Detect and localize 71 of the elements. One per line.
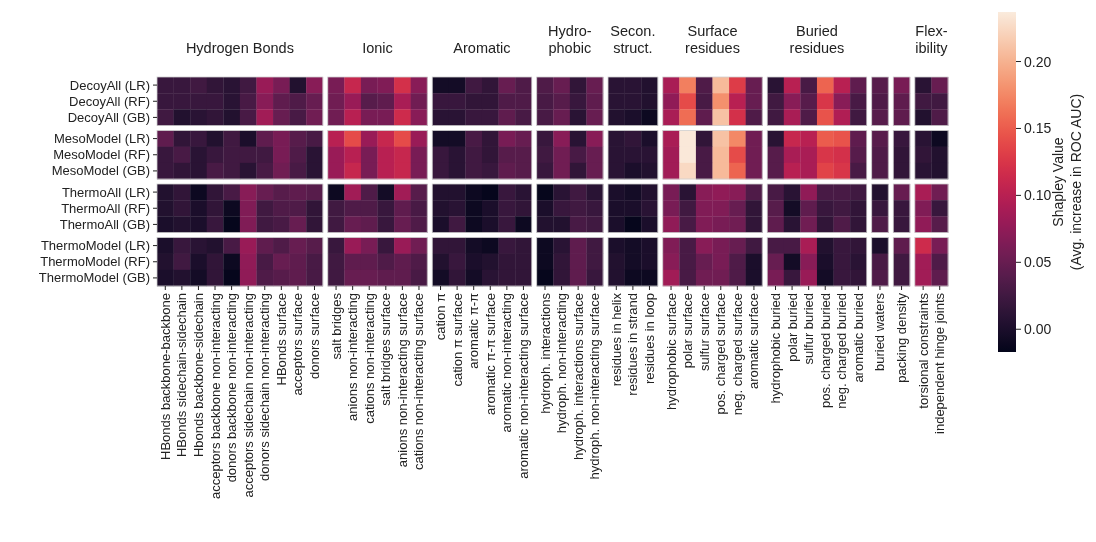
x-tick-label: independent hinge joints — [932, 292, 948, 434]
color-bar-label: 0.15 — [1024, 120, 1052, 137]
x-tick-label: hydroph. interactions — [537, 292, 553, 414]
text: Surface residues — [685, 23, 740, 56]
x-tick-label: aromatic surface — [746, 293, 762, 390]
x-tick-label: sulfur surface — [696, 293, 712, 372]
color-bar-label: 0.05 — [1024, 254, 1052, 271]
text: Aromatic — [453, 40, 511, 56]
text: Buried residues — [789, 23, 845, 56]
y-tick-label: MesoModel (RF) — [53, 147, 150, 163]
x-tick-label: hydroph. non-interacting — [554, 293, 570, 434]
x-tick-label: sulfur buried — [801, 293, 817, 365]
text: Hydrogen Bonds — [185, 40, 294, 56]
x-tick-label: pos. charged buried — [817, 293, 833, 408]
x-tick-label: residues in strand — [625, 293, 641, 396]
x-tick-label: packing density — [894, 292, 910, 383]
x-tick-label: cation π — [433, 292, 449, 341]
text: Secon. struct. — [610, 23, 656, 56]
x-tick-label: anions non-interacting surface — [394, 293, 410, 468]
y-tick-label: ThermoAll (RF) — [61, 200, 150, 216]
x-tick-label: aromatic π-π surface — [482, 293, 498, 415]
x-tick-label: residues in loop — [641, 293, 657, 385]
y-tick-label: DecoyAll (GB) — [67, 109, 150, 125]
x-tick-label: anions non-interacting — [345, 293, 361, 421]
x-tick-label: hydroph. non-interacting surface — [587, 293, 603, 480]
color-bar-label: 0.10 — [1024, 187, 1052, 204]
x-tick-label: hydroph. interactions surface — [570, 293, 586, 460]
x-tick-label: donors sidechain non-interacting — [257, 293, 273, 481]
y-tick-label: ThermoAll (GB) — [59, 216, 150, 232]
text: Flex- ibility — [915, 23, 949, 56]
y-tick-label: MesoModel (LR) — [53, 131, 150, 147]
x-tick-label: cations non-interacting — [361, 293, 377, 424]
color-bar-title: Shapley Value (Avg. increase in ROC AUC) — [1050, 93, 1084, 271]
color-bar-label: 0.20 — [1024, 53, 1052, 70]
x-tick-label: salt bridges surface — [378, 293, 394, 406]
x-tick-label: acceptors surface — [290, 293, 306, 396]
y-tick-label: ThermoModel (LR) — [40, 238, 150, 254]
y-tick-label: ThermoModel (GB) — [38, 270, 150, 286]
y-tick-label: DecoyAll (RF) — [69, 93, 150, 109]
text: Ionic — [362, 40, 393, 56]
x-tick-label: aromatic non-interacting surface — [515, 293, 531, 479]
x-tick-label: HBonds surface — [273, 293, 289, 386]
x-tick-label: neg. charged buried — [834, 293, 850, 409]
x-tick-label: aromatic buried — [850, 293, 866, 383]
x-tick-label: cations non-interacting surface — [411, 293, 427, 471]
x-tick-label: acceptors backbone non-interacting — [207, 293, 223, 499]
x-tick-label: donors surface — [306, 293, 322, 379]
y-tick-label: MesoModel (GB) — [51, 163, 150, 179]
x-tick-label: salt bridges — [328, 292, 344, 360]
x-tick-label: HBonds backbone-backbone — [157, 293, 173, 460]
x-tick-label: Hbonds backbone-sidechain — [190, 293, 206, 458]
x-tick-label: residues in helix — [608, 292, 624, 387]
x-tick-label: aromatic non-interacting — [499, 293, 515, 433]
x-tick-label: HBonds sidechain-sidechain — [174, 293, 190, 458]
x-tick-label: donors backbone non-interacting — [224, 293, 240, 483]
x-tick-label: acceptors sidechain non-interacting — [240, 293, 256, 498]
x-tick-label: polar buried — [784, 293, 800, 362]
x-tick-label: pos. charged surface — [713, 293, 729, 415]
x-tick-label: torsional constraints — [915, 292, 931, 409]
x-tick-label: polar surface — [680, 293, 696, 369]
y-tick-label: ThermoAll (LR) — [61, 184, 150, 200]
x-tick-label: cation π surface — [449, 293, 465, 387]
x-tick-label: hydrophobic buried — [768, 293, 784, 404]
text: Hydro- phobic — [548, 23, 592, 56]
y-tick-label: ThermoModel (RF) — [40, 254, 150, 270]
x-tick-label: neg. charged surface — [729, 293, 745, 416]
x-tick-label: aromatic π-π — [466, 292, 482, 369]
color-bar-label: 0.00 — [1024, 321, 1052, 338]
x-tick-label: hydrophobic surface — [663, 293, 679, 411]
y-tick-label: DecoyAll (LR) — [69, 77, 150, 93]
x-tick-label: buried waters — [872, 292, 888, 372]
